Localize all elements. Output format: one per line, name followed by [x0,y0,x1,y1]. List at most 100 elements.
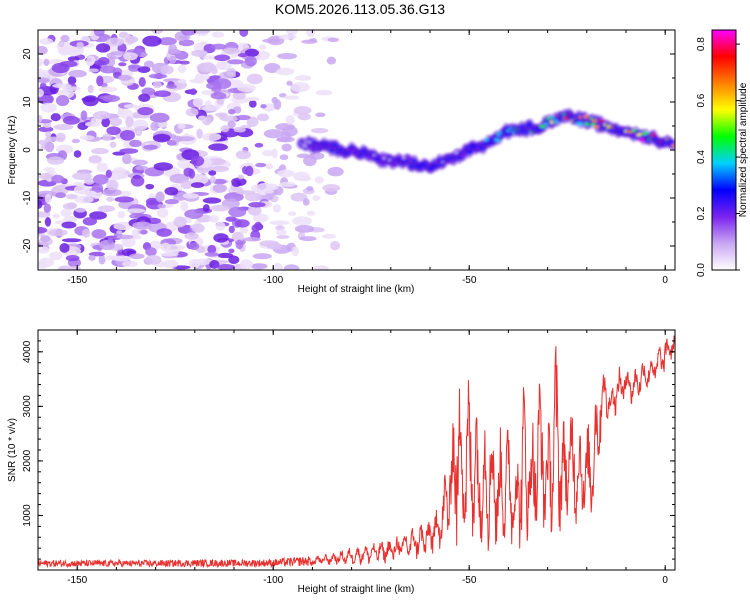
noise-blob [112,255,132,262]
y-tick-label: 2000 [22,449,33,472]
noise-blob [142,35,162,47]
noise-blob [212,178,227,185]
noise-blob [99,65,117,74]
noise-blob [312,195,321,201]
noise-blob [177,123,186,130]
noise-blob [184,209,204,219]
y-tick-label: 4000 [22,340,33,363]
noise-blob [265,163,273,170]
noise-blob [256,182,273,192]
track-core [449,159,456,163]
noise-blob [107,56,116,67]
x-tick-label: 0 [662,275,668,286]
noise-blob [322,184,341,192]
noise-blob [45,131,52,139]
noise-blob [177,159,190,169]
noise-blob [160,65,174,75]
noise-blob [109,51,127,56]
y-tick-label: -10 [22,190,33,205]
noise-blob [294,74,312,81]
noise-blob [122,260,138,268]
noise-blob [262,149,275,157]
noise-blob [52,184,70,195]
noise-blob [87,84,94,94]
noise-blob [123,52,138,61]
noise-blob [237,83,256,93]
noise-blob [165,84,177,89]
track-core [576,122,583,126]
x-tick-label: -50 [462,575,477,586]
noise-blob [106,126,121,136]
noise-blob [237,53,249,58]
noise-blob [210,92,227,100]
track-core [582,115,589,119]
noise-blob [244,48,259,57]
noise-blob [228,108,236,115]
noise-blob [167,48,181,55]
noise-blob [297,113,311,121]
noise-blob [290,192,308,202]
noise-blob [121,153,132,165]
noise-blob [231,231,244,243]
noise-blob [306,186,314,192]
noise-blob [306,210,316,216]
noise-blob [330,240,341,251]
noise-blob [38,71,48,79]
noise-blob [262,38,281,43]
noise-blob [59,243,70,253]
noise-blob [278,181,296,187]
noise-blob [217,61,232,70]
noise-blob [239,225,249,234]
noise-blob [113,221,133,231]
noise-blob [253,221,263,230]
snr-y-axis: 1000 2000 3000 4000 [22,329,675,571]
noise-blob [275,225,285,231]
noise-blob [277,169,295,178]
noise-blob [44,141,55,153]
noise-blob [189,242,200,251]
noise-blob [119,130,135,141]
noise-blob [152,133,171,143]
noise-blob [232,91,246,100]
y-tick-label: -20 [22,238,33,253]
noise-blob [184,232,199,240]
noise-blob [248,99,257,108]
noise-blob [237,174,244,180]
snr-panel: -150 -100 -50 0 1000 2000 3000 4000 Height of … [7,329,676,595]
noise-blob [202,204,210,212]
snr-plot-area [38,335,675,569]
noise-blob [96,162,108,172]
colorbar-tick-label: 0.4 [696,150,707,164]
noise-blob [118,62,127,67]
noise-blob [39,172,53,181]
noise-blob [89,211,107,220]
noise-blob [209,175,216,184]
noise-blob [210,43,227,50]
noise-blob [234,219,250,228]
noise-blob [189,88,197,96]
noise-blob [228,225,235,234]
noise-blob [38,139,47,146]
noise-blob [49,251,63,261]
noise-blob [231,180,242,187]
noise-blob [38,257,55,268]
noise-blob [256,113,270,122]
track-body [523,130,529,135]
x-tick-label: 0 [662,575,668,586]
noise-blob [53,124,74,131]
noise-blob [272,262,283,270]
noise-blob [132,119,149,131]
noise-blob [38,77,51,84]
y-tick-label: 1000 [22,504,33,527]
noise-blob [278,93,287,98]
noise-blob [202,105,220,111]
noise-blob [144,254,162,265]
noise-blob [178,39,195,47]
noise-blob [97,205,116,213]
noise-blob [236,114,251,121]
noise-blob [227,59,245,65]
noise-blob [68,69,87,78]
y-tick-label: 10 [22,96,33,108]
noise-blob [306,30,316,37]
noise-blob [188,168,196,179]
